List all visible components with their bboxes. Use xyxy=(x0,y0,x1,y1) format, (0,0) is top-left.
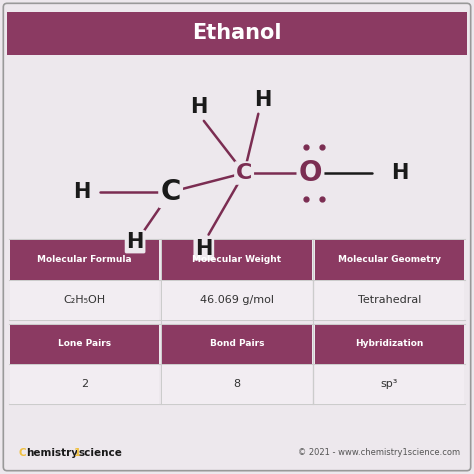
Bar xyxy=(315,365,464,404)
Text: Ethanol: Ethanol xyxy=(192,23,282,43)
Bar xyxy=(162,281,312,320)
Bar xyxy=(10,240,159,280)
Bar xyxy=(315,325,464,364)
Text: Hybridization: Hybridization xyxy=(355,339,423,348)
Text: 46.069 g/mol: 46.069 g/mol xyxy=(200,295,274,305)
Text: C₂H₅OH: C₂H₅OH xyxy=(64,295,106,305)
Text: hemistry: hemistry xyxy=(26,447,78,458)
Text: science: science xyxy=(78,447,122,458)
Text: 2: 2 xyxy=(81,379,88,389)
Text: 8: 8 xyxy=(233,379,241,389)
Text: H: H xyxy=(195,239,212,259)
Text: H: H xyxy=(191,97,208,117)
Text: H: H xyxy=(391,163,408,183)
Bar xyxy=(162,240,312,280)
Text: sp³: sp³ xyxy=(381,379,398,389)
Text: C: C xyxy=(19,447,27,458)
Text: C: C xyxy=(161,178,181,206)
FancyBboxPatch shape xyxy=(3,3,471,471)
Bar xyxy=(162,365,312,404)
Text: Molecular Formula: Molecular Formula xyxy=(37,255,132,264)
Text: © 2021 - www.chemistry1science.com: © 2021 - www.chemistry1science.com xyxy=(298,448,460,457)
Bar xyxy=(10,281,159,320)
Text: Tetrahedral: Tetrahedral xyxy=(357,295,421,305)
Text: Bond Pairs: Bond Pairs xyxy=(210,339,264,348)
Text: Lone Pairs: Lone Pairs xyxy=(58,339,111,348)
Bar xyxy=(315,240,464,280)
Text: Molecular Weight: Molecular Weight xyxy=(192,255,282,264)
Bar xyxy=(162,325,312,364)
Text: H: H xyxy=(255,90,272,109)
Text: C: C xyxy=(236,163,252,183)
Text: H: H xyxy=(127,232,144,252)
Text: H: H xyxy=(73,182,90,202)
Bar xyxy=(10,365,159,404)
Bar xyxy=(10,325,159,364)
Bar xyxy=(315,281,464,320)
Text: 1: 1 xyxy=(73,447,81,458)
Text: Molecular Geometry: Molecular Geometry xyxy=(338,255,441,264)
Text: O: O xyxy=(299,159,322,187)
Bar xyxy=(7,12,467,55)
